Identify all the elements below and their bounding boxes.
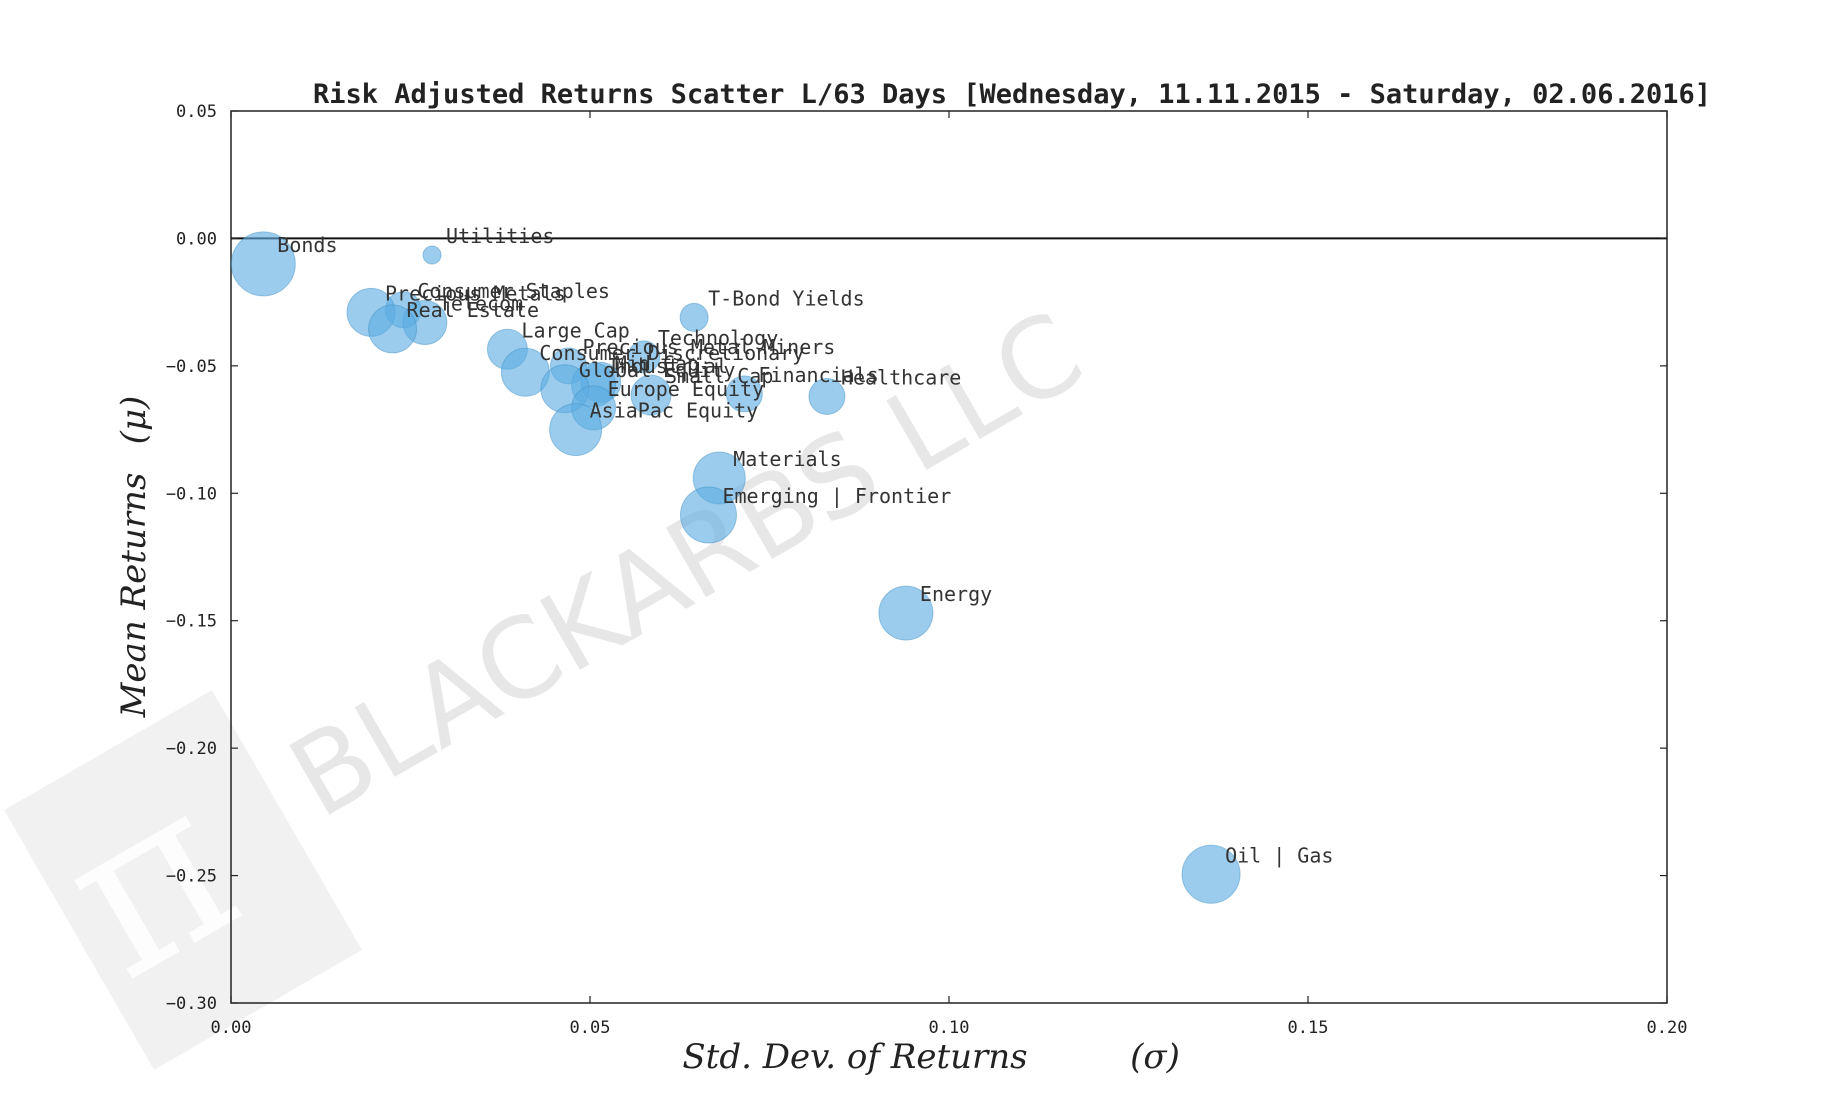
- data-label: Consumer Discretionary: [539, 341, 804, 365]
- data-label: Industrial: [608, 354, 728, 378]
- watermark-logo-icon: [4, 690, 362, 1070]
- y-tick-label: 0.00: [176, 229, 217, 249]
- x-tick-label: 0.15: [1288, 1018, 1329, 1038]
- data-label: Oil | Gas: [1225, 843, 1333, 867]
- data-point: [230, 231, 296, 297]
- data-label: AsiaPac Equity: [590, 399, 759, 423]
- data-point: [808, 377, 846, 415]
- x-tick-label: 0.05: [570, 1018, 611, 1038]
- data-label: Bonds: [277, 233, 337, 257]
- y-tick-label: −0.25: [166, 867, 217, 887]
- y-axis-symbol: (μ): [114, 396, 154, 445]
- axis-ticks: 0.00 0.05 0.10 0.15 0.20 0.05 0.00 −0.05 −0.10 −0…: [166, 102, 1688, 1038]
- y-tick-label: −0.10: [166, 484, 217, 504]
- data-label: Real Estate: [407, 298, 539, 322]
- data-label: Utilities: [446, 224, 554, 248]
- data-label: Large Cap: [521, 318, 629, 342]
- y-tick-label: −0.15: [166, 612, 217, 632]
- data-label: Materials: [733, 447, 841, 471]
- data-label: Telecom: [439, 292, 523, 316]
- data-label: Healthcare: [841, 365, 961, 389]
- data-point: [368, 304, 418, 354]
- data-label: Mid Cap: [615, 351, 699, 375]
- y-tick-label: −0.30: [166, 994, 217, 1014]
- data-point: [878, 585, 934, 641]
- x-tick-label: 0.20: [1647, 1018, 1688, 1038]
- data-label: Financials: [758, 363, 878, 387]
- y-tick-label: −0.20: [166, 739, 217, 759]
- y-tick-label: 0.05: [176, 102, 217, 122]
- data-point: [1181, 844, 1241, 904]
- data-label: Consumer Staples: [417, 279, 610, 303]
- chart-title: Risk Adjusted Returns Scatter L/63 Days …: [313, 79, 1711, 110]
- data-label: Energy: [920, 582, 992, 606]
- data-label: Precious Metals: [385, 281, 566, 305]
- x-axis-symbol: (σ): [1130, 1037, 1180, 1077]
- y-axis-label: Mean Returns: [114, 473, 154, 719]
- x-tick-label: 0.00: [211, 1018, 252, 1038]
- data-point: [679, 486, 737, 544]
- y-tick-label: −0.05: [166, 357, 217, 377]
- x-axis-label: Std. Dev. of Returns: [682, 1037, 1027, 1077]
- data-point: [422, 245, 442, 265]
- data-label: Europe Equity: [608, 377, 765, 401]
- data-point: [549, 403, 603, 457]
- x-tick-label: 0.10: [929, 1018, 970, 1038]
- data-label: Technology: [658, 326, 778, 350]
- data-point: [627, 340, 661, 374]
- data-label: Emerging | Frontier: [722, 484, 951, 508]
- data-label: Precious Metal Miners: [582, 335, 835, 359]
- data-point: [630, 374, 672, 416]
- x-axis-label-group: Std. Dev. of Returns (σ): [682, 1037, 1180, 1077]
- data-points: [230, 231, 1241, 904]
- data-point: [679, 302, 709, 332]
- data-label: Global Equity: [579, 358, 736, 382]
- y-axis-label-group: Mean Returns (μ): [114, 396, 154, 719]
- data-label: T-Bond Yields: [708, 286, 865, 310]
- data-label: Small Cap: [665, 364, 773, 388]
- data-point: [725, 375, 763, 413]
